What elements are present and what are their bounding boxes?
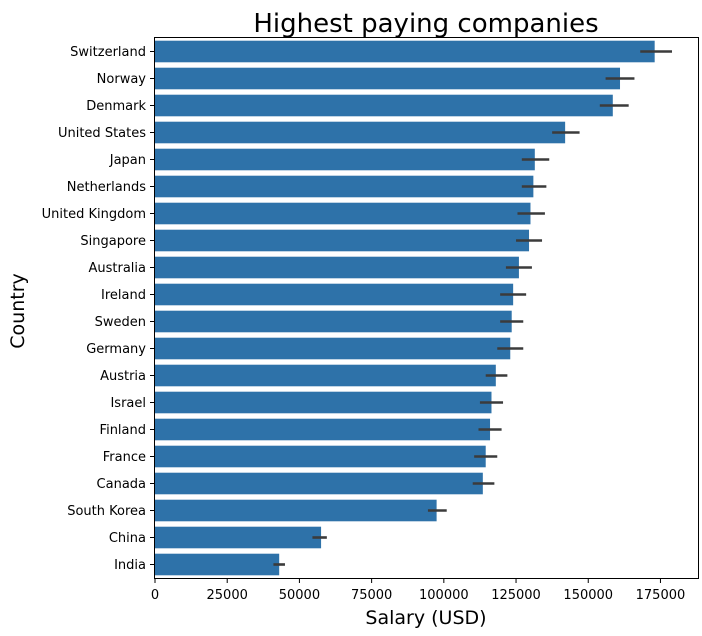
y-tick-label-china: China [109, 531, 146, 546]
plot-frame [154, 37, 699, 579]
bar-israel [155, 391, 492, 414]
bar-india [155, 553, 280, 576]
bar-ireland [155, 283, 514, 306]
y-tick-label-germany: Germany [86, 342, 146, 357]
y-tick-label-denmark: Denmark [86, 99, 146, 114]
bar-sweden [155, 310, 512, 333]
y-tick-label-sweden: Sweden [95, 315, 146, 330]
bar-australia [155, 256, 519, 279]
x-tick-label-100000: 100000 [419, 588, 469, 603]
y-tick-label-ireland: Ireland [101, 288, 146, 303]
x-tick-label-125000: 125000 [491, 588, 541, 603]
x-tick-label-0: 0 [151, 588, 159, 603]
y-tick-label-united-states: United States [58, 126, 146, 141]
bars-layer [155, 40, 655, 576]
bar-singapore [155, 229, 530, 252]
y-axis-label: Country [7, 273, 29, 348]
y-tick-label-india: India [114, 558, 146, 573]
y-tick-label-austria: Austria [100, 369, 146, 384]
x-tick-label-150000: 150000 [563, 588, 613, 603]
y-tick-label-singapore: Singapore [80, 234, 146, 249]
y-tick-label-israel: Israel [110, 396, 146, 411]
y-tick-label-south-korea: South Korea [67, 504, 146, 519]
bar-south-korea [155, 499, 437, 522]
chart-title: Highest paying companies [253, 9, 598, 39]
y-tick-label-france: France [103, 450, 146, 465]
bar-germany [155, 337, 511, 360]
bar-netherlands [155, 175, 534, 198]
y-tick-label-norway: Norway [97, 72, 147, 87]
y-tick-label-canada: Canada [97, 477, 146, 492]
x-ticks-layer: 0 25000 50000 75000 100000 125000 150000 175000 [151, 578, 685, 603]
x-tick-label-25000: 25000 [207, 588, 248, 603]
bar-denmark [155, 94, 613, 117]
x-tick-label-175000: 175000 [636, 588, 686, 603]
y-tick-label-japan: Japan [109, 153, 146, 168]
y-tick-label-finland: Finland [100, 423, 146, 438]
y-ticks-layer: Switzerland Norway Denmark United States Jap… [42, 45, 155, 573]
bar-finland [155, 418, 491, 441]
y-tick-label-switzerland: Switzerland [70, 45, 146, 60]
bar-japan [155, 148, 535, 171]
bar-austria [155, 364, 496, 387]
errorbars-layer [273, 50, 673, 566]
bar-united-kingdom [155, 202, 531, 225]
y-tick-label-netherlands: Netherlands [67, 180, 146, 195]
x-tick-label-75000: 75000 [351, 588, 392, 603]
bar-switzerland [155, 40, 655, 63]
bar-china [155, 526, 322, 549]
bar-canada [155, 472, 483, 495]
x-tick-label-50000: 50000 [279, 588, 320, 603]
y-tick-label-australia: Australia [88, 261, 146, 276]
bar-norway [155, 67, 621, 90]
bar-united-states [155, 121, 566, 144]
bar-france [155, 445, 486, 468]
y-tick-label-united-kingdom: United Kingdom [42, 207, 146, 222]
x-axis-label: Salary (USD) [365, 607, 486, 629]
